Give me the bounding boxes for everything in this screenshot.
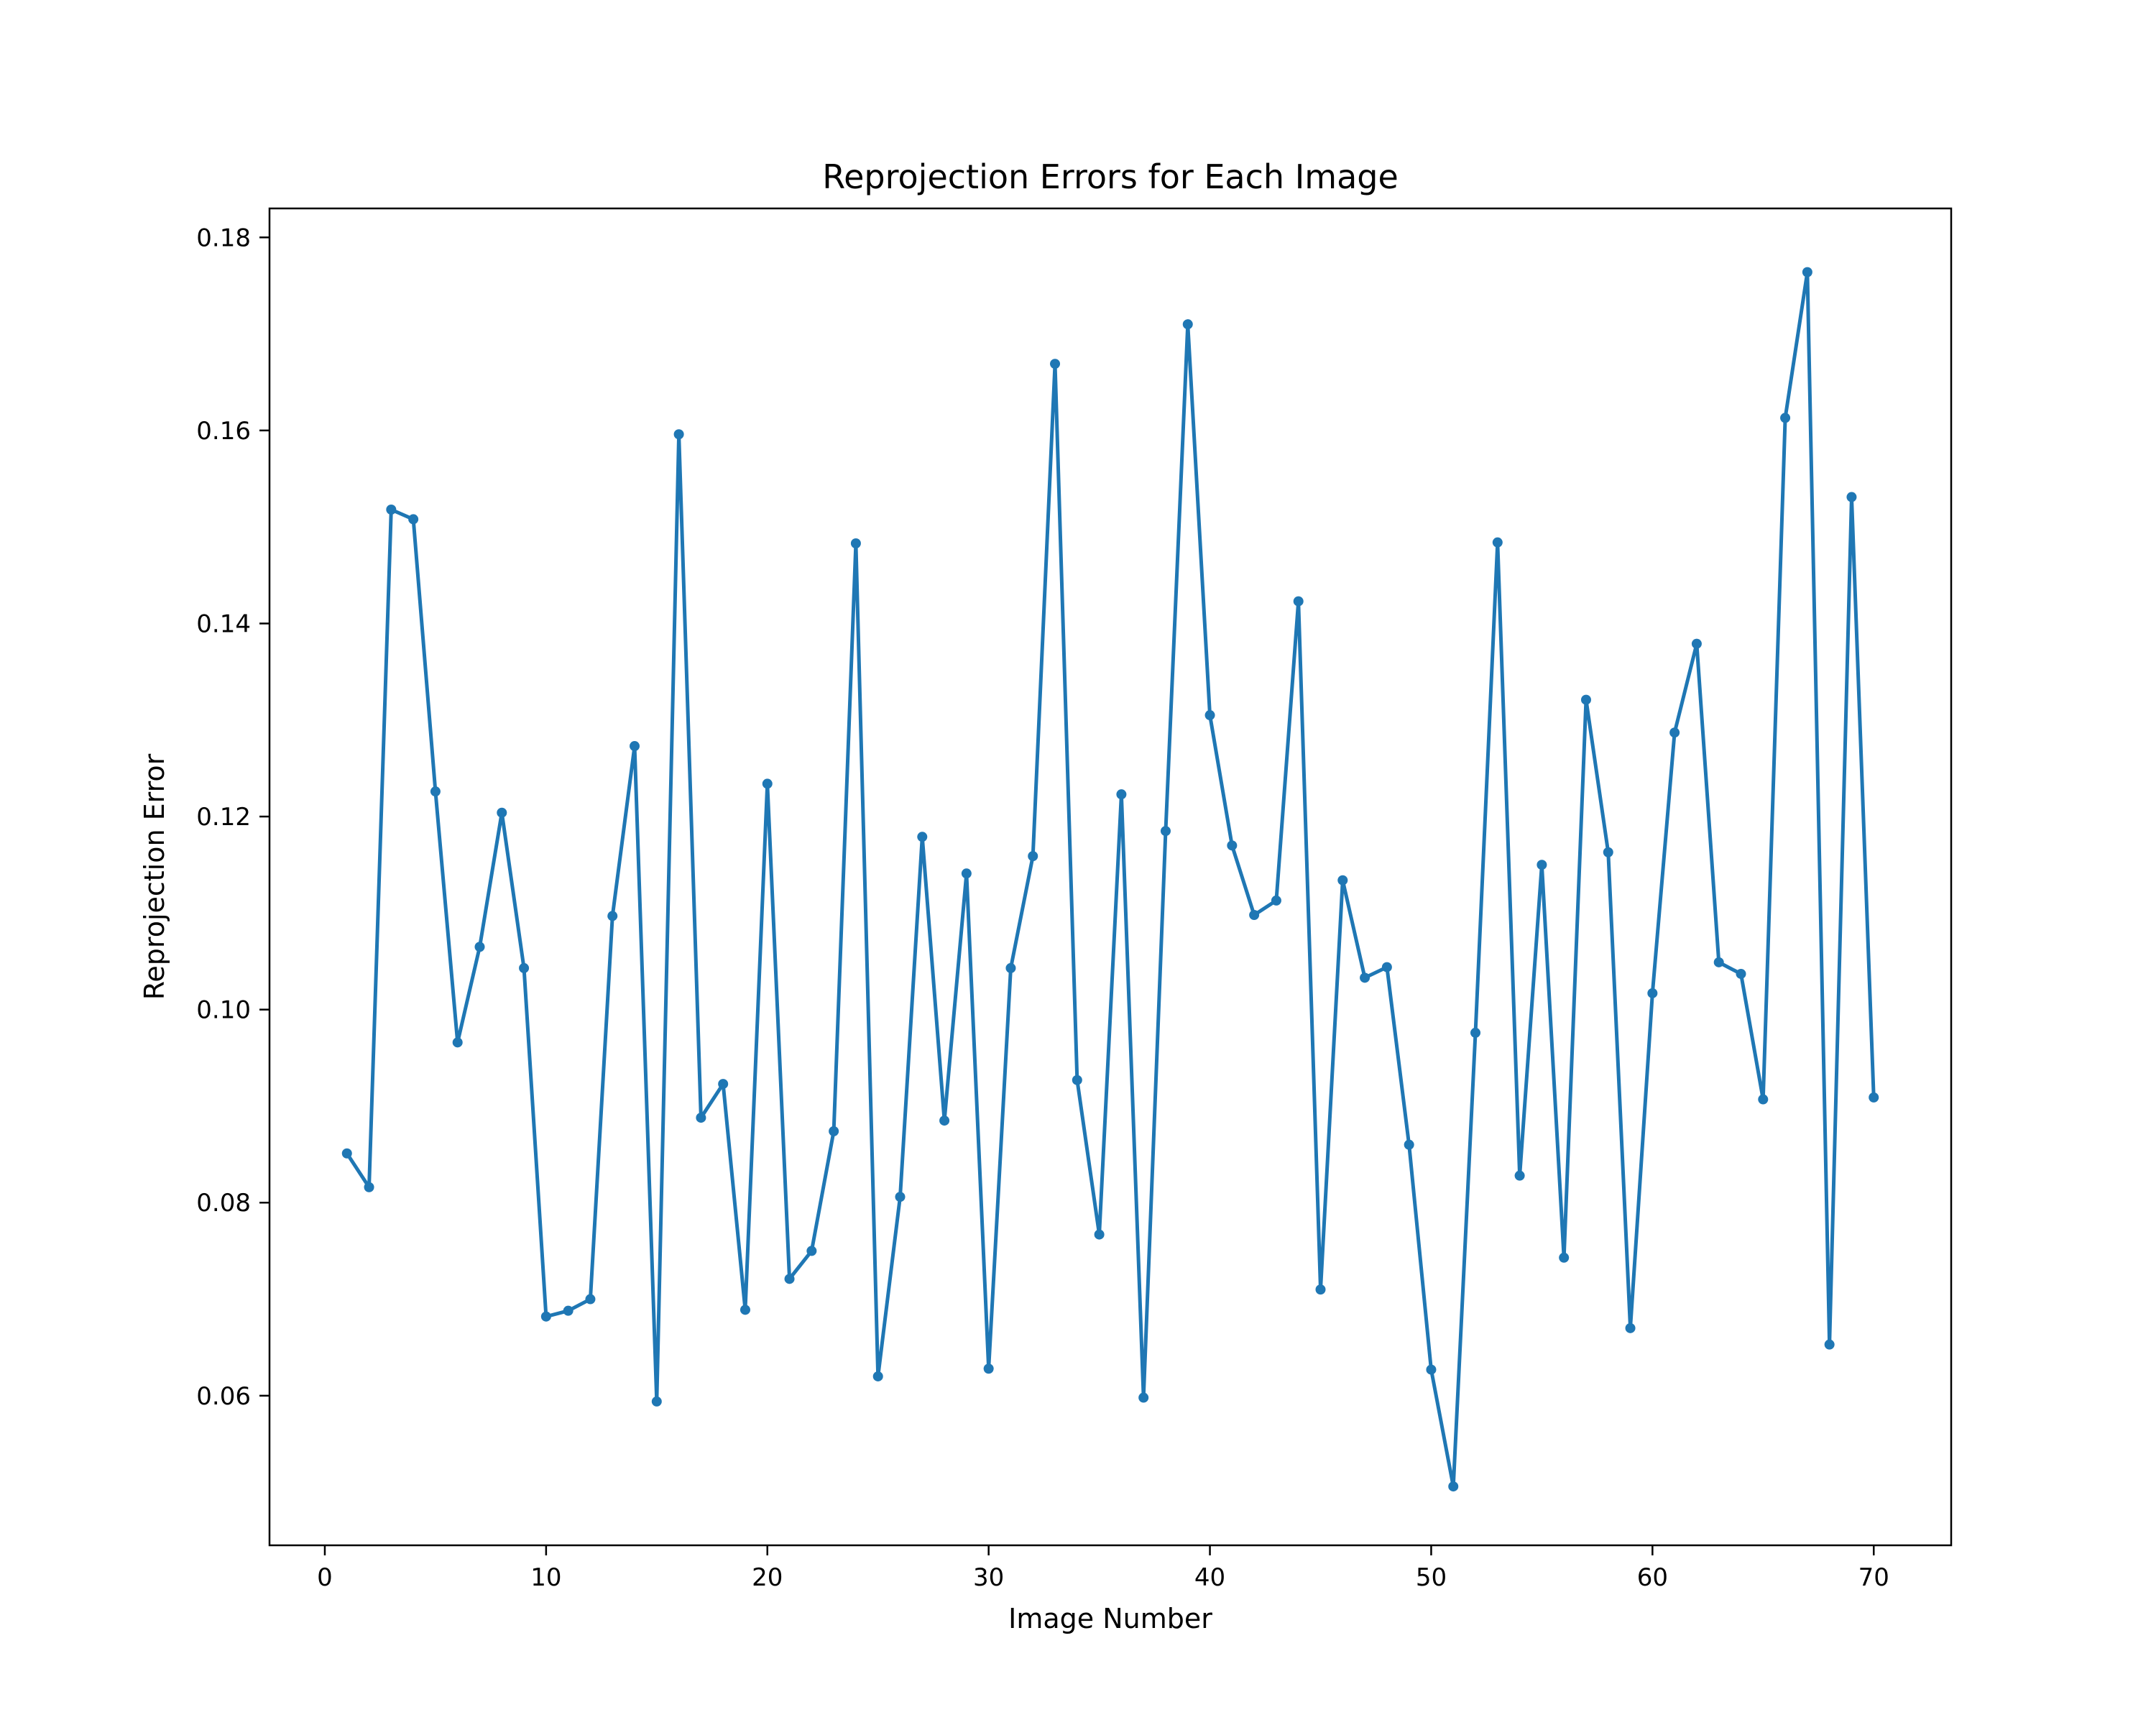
data-point — [1381, 962, 1392, 972]
data-point — [1537, 860, 1547, 870]
data-point — [386, 505, 397, 515]
y-tick-label: 0.16 — [196, 417, 251, 446]
data-point — [895, 1192, 906, 1202]
data-point — [1470, 1027, 1481, 1038]
data-point — [1138, 1392, 1149, 1403]
data-point — [1691, 638, 1702, 649]
data-point — [1360, 972, 1370, 983]
data-point — [1337, 875, 1348, 886]
y-axis: 0.06 0.08 0.10 0.12 0.14 0.16 0.18 — [196, 224, 270, 1411]
y-tick-label: 0.12 — [196, 803, 251, 832]
data-point — [1625, 1322, 1636, 1333]
data-point — [718, 1079, 729, 1090]
data-point — [1271, 895, 1281, 906]
data-point — [474, 942, 485, 952]
data-point — [983, 1363, 994, 1374]
data-point — [1559, 1252, 1570, 1263]
data-point — [961, 868, 972, 879]
data-point — [1094, 1229, 1105, 1240]
x-axis-label: Image Number — [1008, 1603, 1212, 1634]
data-point — [651, 1396, 662, 1407]
data-point — [1580, 694, 1591, 705]
data-point — [1227, 840, 1238, 851]
data-point — [1492, 537, 1503, 548]
x-tick-label: 10 — [530, 1563, 561, 1592]
data-point — [872, 1371, 883, 1381]
y-tick-label: 0.08 — [196, 1189, 251, 1218]
data-point — [585, 1294, 596, 1305]
data-point — [408, 514, 419, 525]
data-point — [497, 807, 507, 818]
data-point — [1160, 826, 1171, 837]
data-point — [939, 1116, 950, 1126]
x-tick-label: 0 — [317, 1563, 333, 1592]
data-point — [850, 538, 861, 549]
data-point — [1116, 789, 1127, 800]
data-point — [806, 1246, 817, 1256]
y-axis-label: Reprojection Error — [139, 753, 170, 1000]
data-point — [1204, 710, 1215, 721]
marker-layer — [341, 267, 1879, 1492]
series-layer — [345, 270, 1876, 1489]
y-tick-label: 0.14 — [196, 610, 251, 638]
x-tick-label: 70 — [1858, 1563, 1889, 1592]
y-tick-label: 0.06 — [196, 1382, 251, 1411]
data-point — [1072, 1075, 1082, 1085]
data-point — [540, 1311, 551, 1322]
data-point — [696, 1113, 706, 1123]
data-point — [784, 1274, 795, 1284]
y-tick-label: 0.18 — [196, 224, 251, 252]
data-point — [341, 1148, 352, 1159]
data-point — [1603, 847, 1613, 857]
data-point — [519, 962, 530, 973]
data-point — [673, 429, 684, 440]
series-line — [345, 270, 1876, 1489]
data-point — [829, 1126, 839, 1136]
x-tick-label: 50 — [1416, 1563, 1447, 1592]
data-point — [364, 1182, 374, 1192]
data-point — [1514, 1170, 1525, 1181]
data-point — [1869, 1092, 1879, 1103]
data-point — [430, 786, 441, 797]
data-point — [1802, 267, 1812, 277]
data-point — [1426, 1364, 1437, 1375]
data-point — [1669, 727, 1680, 738]
data-point — [1824, 1339, 1835, 1350]
data-point — [740, 1305, 750, 1315]
data-point — [452, 1037, 463, 1048]
data-point — [1713, 957, 1724, 967]
data-point — [1780, 413, 1791, 423]
data-point — [1647, 988, 1658, 998]
data-point — [1846, 492, 1857, 502]
data-point — [1050, 359, 1061, 369]
plot-area — [268, 207, 1953, 1547]
data-point — [1448, 1481, 1459, 1492]
data-point — [1182, 319, 1193, 330]
plot-frame — [268, 207, 1953, 1547]
data-point — [630, 741, 640, 752]
data-point — [1315, 1284, 1326, 1295]
y-tick-label: 0.10 — [196, 996, 251, 1025]
data-point — [917, 832, 928, 842]
data-point — [1005, 962, 1016, 973]
x-tick-label: 30 — [973, 1563, 1004, 1592]
data-point — [1293, 596, 1304, 607]
chart-title: Reprojection Errors for Each Image — [822, 157, 1399, 196]
x-tick-label: 20 — [752, 1563, 783, 1592]
x-tick-label: 60 — [1637, 1563, 1668, 1592]
data-point — [1028, 851, 1038, 862]
data-point — [563, 1305, 573, 1316]
data-point — [762, 778, 773, 789]
x-axis: 0 10 20 30 40 50 60 70 — [317, 1545, 1889, 1592]
data-point — [1736, 968, 1746, 979]
data-point — [1758, 1094, 1769, 1105]
data-point — [1249, 910, 1260, 921]
data-point — [607, 911, 618, 921]
data-point — [1404, 1139, 1414, 1150]
x-tick-label: 40 — [1194, 1563, 1225, 1592]
